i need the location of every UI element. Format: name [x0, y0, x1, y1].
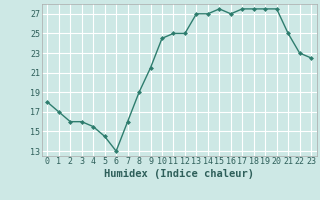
X-axis label: Humidex (Indice chaleur): Humidex (Indice chaleur) [104, 169, 254, 179]
